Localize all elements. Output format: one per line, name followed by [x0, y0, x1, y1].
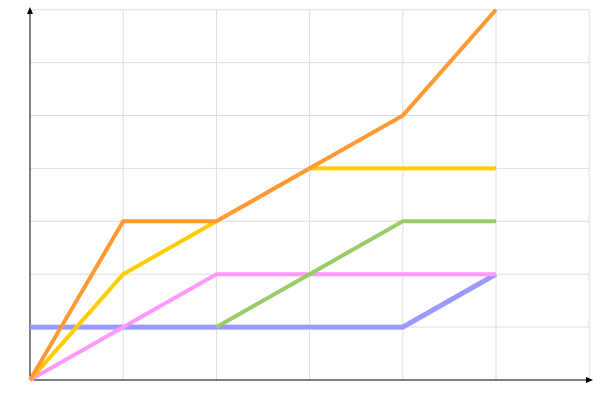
series-line-3: [215, 219, 496, 329]
series-line-1: [30, 272, 498, 330]
series-line-5: [28, 8, 498, 382]
series-line-2: [29, 272, 496, 382]
x-axis-arrow-icon: [586, 377, 593, 383]
y-axis-arrow-icon: [27, 7, 33, 14]
